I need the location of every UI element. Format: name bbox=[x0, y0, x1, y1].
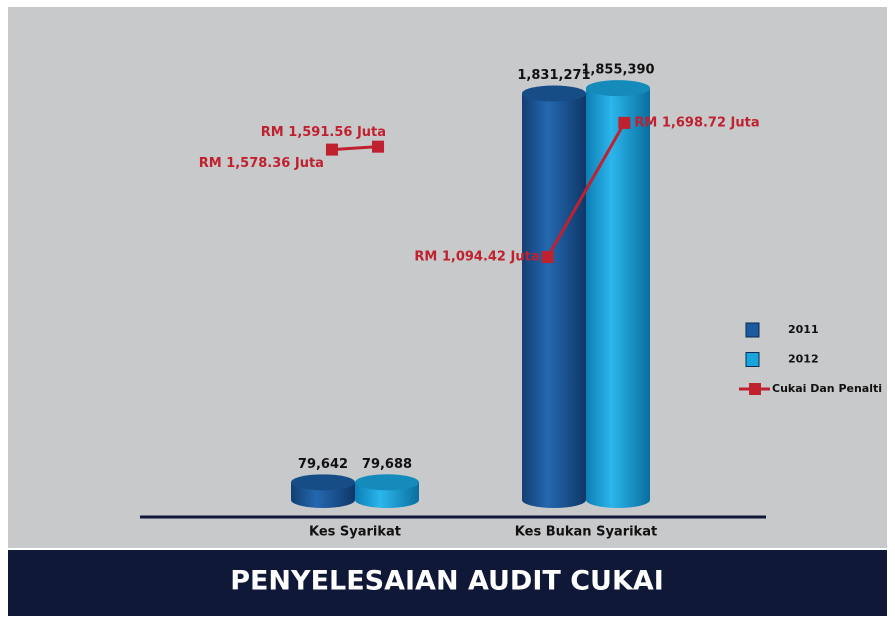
data-label: 1,831,271 bbox=[517, 68, 590, 83]
line-label: RM 1,698.72 Juta bbox=[634, 115, 759, 130]
data-label: 79,688 bbox=[362, 457, 412, 472]
line-label: RM 1,591.56 Juta bbox=[261, 125, 386, 140]
legend-label: Cukai Dan Penalti bbox=[772, 382, 882, 395]
line bbox=[331, 145, 379, 152]
chart-title: PENYELESAIAN AUDIT CUKAI bbox=[230, 566, 664, 597]
bar bbox=[355, 474, 419, 508]
line-label: RM 1,094.42 Juta bbox=[414, 250, 539, 265]
legend-label: 2011 bbox=[788, 323, 819, 336]
bar-part bbox=[522, 85, 586, 102]
data-label: 1,855,390 bbox=[581, 63, 654, 78]
x-tick-label: Kes Bukan Syarikat bbox=[515, 525, 657, 540]
line-marker bbox=[618, 116, 631, 129]
line bbox=[546, 122, 626, 258]
x-tick-label: Kes Syarikat bbox=[309, 525, 401, 540]
bar-part bbox=[586, 88, 650, 500]
legend-swatch bbox=[745, 322, 760, 338]
line-label: RM 1,578.36 Juta bbox=[199, 156, 324, 171]
bar bbox=[522, 85, 586, 508]
bar-part bbox=[291, 474, 355, 491]
plot-background bbox=[8, 7, 887, 548]
bar-part bbox=[586, 80, 650, 97]
bar-part bbox=[355, 474, 419, 491]
legend-swatch bbox=[745, 352, 760, 367]
data-label: 79,642 bbox=[298, 457, 348, 472]
line-marker bbox=[325, 143, 338, 156]
bar bbox=[291, 474, 355, 508]
legend-label: 2012 bbox=[788, 353, 819, 366]
bar-part bbox=[522, 93, 586, 501]
line-marker bbox=[541, 251, 554, 264]
line-marker bbox=[372, 140, 385, 153]
bar bbox=[586, 80, 650, 508]
legend-swatch bbox=[749, 383, 761, 395]
title-bar bbox=[8, 550, 887, 616]
